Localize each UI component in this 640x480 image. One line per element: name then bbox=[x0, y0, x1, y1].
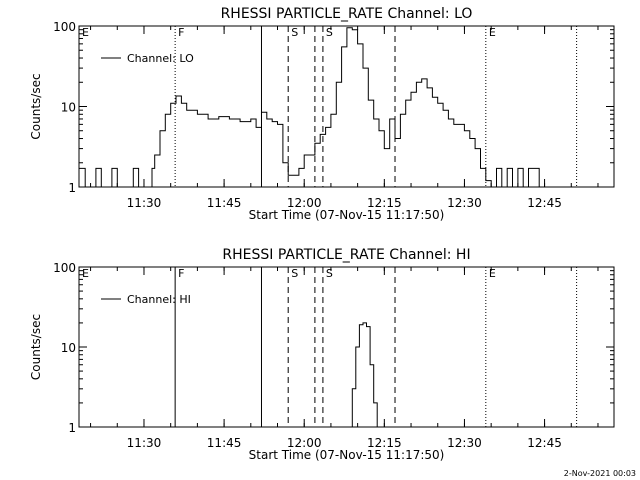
chart-1: RHESSI PARTICLE_RATE Channel: HI 1 10 100 Co… bbox=[29, 247, 615, 462]
event-marker-label: E bbox=[489, 267, 496, 280]
event-marker-label: E bbox=[82, 267, 89, 280]
x-tick-label: 12:30 bbox=[447, 436, 482, 450]
x-axis-label: Start Time (07-Nov-15 11:17:50) bbox=[249, 448, 445, 462]
event-marker-label: S bbox=[326, 267, 333, 280]
x-tick-label: 12:45 bbox=[527, 196, 562, 210]
footer-timestamp: 2-Nov-2021 00:03 bbox=[563, 469, 636, 478]
x-tick-label: 12:15 bbox=[367, 436, 402, 450]
event-marker-label: F bbox=[178, 267, 184, 280]
chart-title: RHESSI PARTICLE_RATE Channel: LO bbox=[221, 6, 473, 22]
x-tick-label: 12:00 bbox=[287, 436, 322, 450]
y-axis-label: Counts/sec bbox=[29, 73, 43, 139]
event-marker-label: E bbox=[82, 26, 89, 39]
event-marker-label: E bbox=[489, 26, 496, 39]
legend-label: Channel: LO bbox=[127, 52, 194, 65]
chart-0: RHESSI PARTICLE_RATE Channel: LO 1 10 100 Co… bbox=[29, 6, 615, 222]
x-tick-label: 12:00 bbox=[287, 196, 322, 210]
event-marker-label: S bbox=[326, 26, 333, 39]
event-marker-label: F bbox=[178, 26, 184, 39]
x-tick-label: 12:15 bbox=[367, 196, 402, 210]
x-tick-label: 12:30 bbox=[447, 196, 482, 210]
x-tick-label: 11:30 bbox=[127, 436, 162, 450]
y-axis-label: Counts/sec bbox=[29, 314, 43, 380]
y-tick-label: 1 bbox=[68, 421, 76, 435]
event-marker-label: S bbox=[291, 267, 298, 280]
x-tick-label: 11:45 bbox=[207, 436, 242, 450]
series-line bbox=[79, 27, 540, 188]
plot-frame bbox=[78, 266, 615, 428]
x-tick-label: 11:45 bbox=[207, 196, 242, 210]
y-tick-label: 10 bbox=[61, 101, 76, 115]
plot-frame bbox=[78, 25, 615, 188]
legend-label: Channel: HI bbox=[127, 293, 191, 306]
y-tick-label: 10 bbox=[61, 341, 76, 355]
y-tick-label: 1 bbox=[68, 181, 76, 195]
x-axis-label: Start Time (07-Nov-15 11:17:50) bbox=[249, 208, 445, 222]
chart-title: RHESSI PARTICLE_RATE Channel: HI bbox=[222, 247, 470, 263]
y-tick-label: 100 bbox=[53, 20, 76, 34]
event-marker-label: S bbox=[291, 26, 298, 39]
series-line bbox=[348, 322, 378, 428]
x-tick-label: 12:45 bbox=[527, 436, 562, 450]
y-tick-label: 100 bbox=[53, 261, 76, 275]
x-tick-label: 11:30 bbox=[127, 196, 162, 210]
